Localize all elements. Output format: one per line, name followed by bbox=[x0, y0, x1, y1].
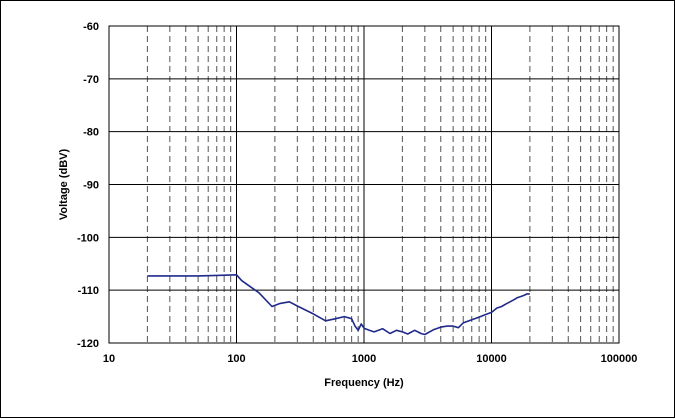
x-tick-label: 1000 bbox=[352, 353, 376, 365]
y-tick-label: -80 bbox=[83, 127, 99, 139]
y-tick-labels: -60 -70 -80 -90 -100 -110 -120 bbox=[77, 21, 99, 350]
x-tick-label: 100 bbox=[227, 353, 245, 365]
y-axis-title: Voltage (dBV) bbox=[58, 149, 70, 221]
plot-area bbox=[108, 25, 620, 344]
y-tick-label: -110 bbox=[78, 285, 99, 297]
x-tick-label: 10 bbox=[103, 353, 115, 365]
y-tick-label: -100 bbox=[77, 232, 99, 244]
x-tick-labels: 10 100 1000 10000 100000 bbox=[103, 353, 637, 365]
y-tick-label: -90 bbox=[83, 180, 99, 192]
series-layer bbox=[147, 273, 530, 336]
grid-layer bbox=[108, 25, 620, 344]
series-line bbox=[147, 273, 530, 336]
x-axis-title: Frequency (Hz) bbox=[324, 377, 404, 389]
y-tick-label: -120 bbox=[77, 338, 99, 350]
x-tick-label: 100000 bbox=[601, 353, 638, 365]
y-tick-label: -60 bbox=[83, 21, 99, 33]
x-tick-label: 10000 bbox=[476, 353, 507, 365]
y-tick-label: -70 bbox=[83, 74, 99, 86]
